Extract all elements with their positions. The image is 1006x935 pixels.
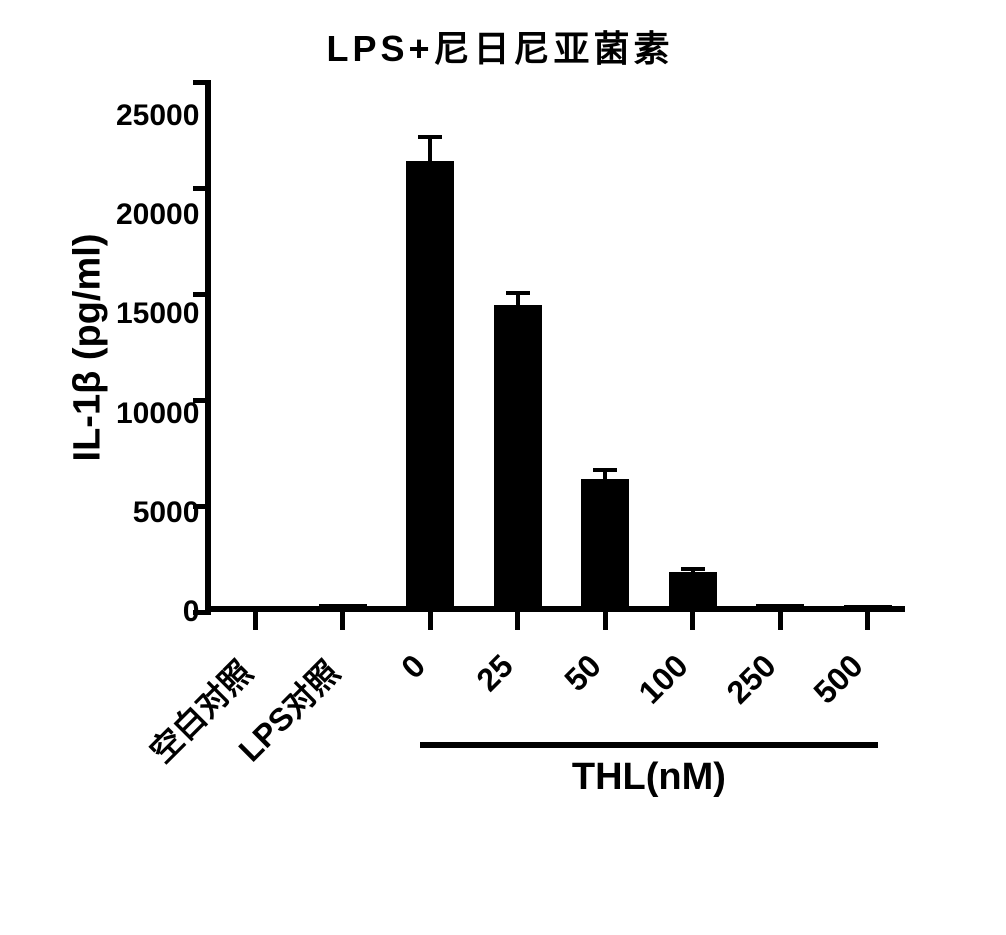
xtick-label: 0	[395, 647, 434, 686]
xtick-mark	[778, 612, 783, 630]
y-axis-label: IL-1β (pg/ml)	[67, 233, 110, 461]
ytick-mark	[193, 398, 211, 403]
error-bar	[428, 138, 432, 161]
chart-container: LPS+尼日尼亚菌素 IL-1β (pg/ml) 25000 20000 15000…	[60, 20, 940, 900]
ytick-label: 5000	[133, 496, 200, 530]
ytick-mark	[193, 186, 211, 191]
plot-area: 空白对照LPS对照02550100250500THL(nM)	[205, 82, 905, 612]
chart-title: LPS+尼日尼亚菌素	[60, 20, 940, 72]
plot-row: IL-1β (pg/ml) 2500020000150001000050000 …	[60, 82, 940, 612]
xtick-mark	[253, 612, 258, 630]
error-cap	[681, 567, 705, 571]
ytick-label: 10000	[116, 397, 199, 431]
bar	[756, 604, 804, 606]
ytick-labels-column: 2500020000150001000050000	[116, 82, 205, 612]
xtick-label: 250	[719, 647, 783, 711]
bar	[844, 605, 892, 606]
xtick-mark	[690, 612, 695, 630]
xtick-label: 50	[557, 647, 608, 698]
bar	[319, 604, 367, 606]
group-bracket-label: THL(nM)	[430, 756, 868, 799]
xtick-mark	[603, 612, 608, 630]
error-cap	[418, 135, 442, 139]
error-cap	[593, 468, 617, 472]
ytick-mark	[193, 504, 211, 509]
xtick-label: 100	[632, 647, 696, 711]
ytick-label: 25000	[116, 99, 199, 133]
ytick-mark	[193, 610, 211, 615]
ytick-label: 20000	[116, 198, 199, 232]
xtick-mark	[340, 612, 345, 630]
bar	[406, 161, 454, 606]
xtick-label: 500	[807, 647, 871, 711]
error-cap	[506, 291, 530, 295]
xtick-mark	[865, 612, 870, 630]
xtick-label: 25	[469, 647, 520, 698]
bar	[581, 479, 629, 606]
xtick-mark	[515, 612, 520, 630]
group-bracket	[420, 742, 878, 748]
xtick-mark	[428, 612, 433, 630]
ytick-label: 15000	[116, 297, 199, 331]
bar	[669, 572, 717, 606]
ytick-mark	[193, 80, 211, 85]
ylabel-column: IL-1β (pg/ml)	[60, 82, 116, 612]
bar	[494, 305, 542, 606]
ytick-mark	[193, 292, 211, 297]
